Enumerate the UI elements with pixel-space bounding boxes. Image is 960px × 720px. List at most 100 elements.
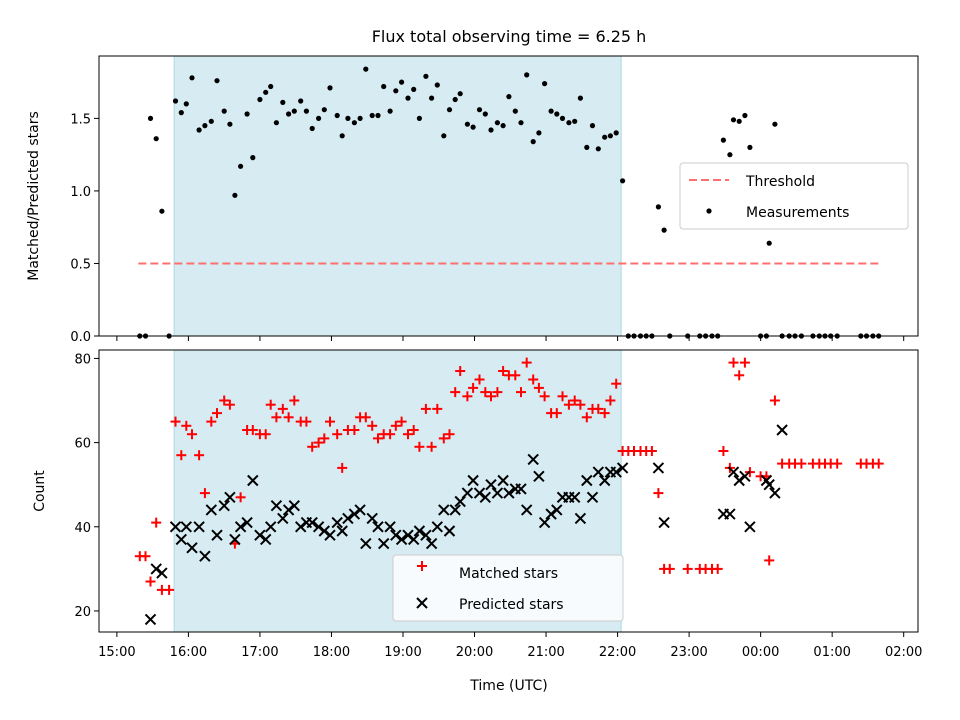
matched-star-point bbox=[480, 387, 491, 398]
predicted-star-point bbox=[763, 478, 775, 491]
matched-star-point bbox=[140, 551, 151, 562]
measurement-point bbox=[559, 115, 566, 121]
measurement-point bbox=[772, 121, 778, 127]
predicted-star-point bbox=[277, 512, 289, 525]
measurement-point bbox=[208, 118, 214, 124]
predicted-star-point bbox=[592, 466, 605, 478]
predicted-star-point bbox=[169, 521, 182, 533]
matched-star-point bbox=[194, 450, 205, 461]
matched-star-point bbox=[682, 563, 693, 574]
matched-star-point bbox=[199, 488, 210, 499]
predicted-star-point bbox=[551, 504, 563, 516]
matched-star-point bbox=[646, 446, 657, 456]
matched-star-point bbox=[664, 563, 675, 574]
legend-matched-swatch bbox=[417, 561, 427, 571]
predicted-star-point bbox=[224, 491, 236, 504]
measurement-point bbox=[441, 133, 447, 139]
matched-star-point bbox=[528, 374, 539, 385]
matched-star-point bbox=[164, 584, 175, 595]
legend-matched-label: Matched stars bbox=[459, 566, 558, 582]
measurement-point bbox=[589, 123, 596, 129]
measurement-point bbox=[196, 127, 202, 133]
predicted-star-point bbox=[270, 499, 283, 512]
measurement-point bbox=[393, 88, 399, 94]
predicted-star-point bbox=[348, 508, 361, 520]
predicted-star-point bbox=[318, 525, 331, 537]
matched-star-point bbox=[145, 576, 156, 587]
predicted-star-point bbox=[354, 504, 366, 516]
matched-star-point bbox=[450, 387, 461, 398]
matched-star-point bbox=[557, 391, 568, 402]
measurement-point bbox=[363, 66, 369, 72]
measurement-point bbox=[476, 107, 483, 113]
measurement-point bbox=[577, 95, 584, 101]
ratio-y-axis-label: Matched/Predicted stars bbox=[26, 111, 42, 281]
predicted-star-point bbox=[254, 529, 266, 541]
matched-star-point bbox=[176, 450, 187, 461]
measurement-point bbox=[339, 133, 345, 139]
predicted-star-point bbox=[175, 533, 188, 546]
predicted-star-point bbox=[211, 529, 223, 541]
predicted-star-point bbox=[144, 613, 157, 626]
predicted-star-point bbox=[485, 478, 497, 491]
ratio-x-ticks bbox=[116, 336, 905, 341]
predicted-stars-points bbox=[144, 424, 788, 626]
legend-predicted-swatch bbox=[416, 597, 428, 609]
measurement-point bbox=[518, 120, 524, 126]
ratio-y-tick-label: 0.5 bbox=[70, 257, 91, 272]
count-y-axis: 20 40 60 80 bbox=[74, 352, 99, 620]
predicted-star-point bbox=[229, 533, 241, 546]
measurement-point bbox=[429, 95, 435, 101]
measurement-point bbox=[369, 112, 375, 119]
measurement-point bbox=[257, 96, 263, 103]
time-x-tick-label: 01:00 bbox=[813, 645, 850, 660]
matched-star-point bbox=[235, 492, 246, 503]
ratio-panel: 0.0 0.5 1.0 1.5 Matched/Predicted stars Thr… bbox=[26, 55, 919, 345]
matched-star-point bbox=[739, 357, 750, 368]
predicted-star-point bbox=[360, 537, 372, 550]
predicted-star-point bbox=[431, 521, 444, 533]
measurement-point bbox=[268, 83, 274, 90]
matched-star-point bbox=[563, 399, 574, 410]
matched-star-point bbox=[539, 391, 550, 402]
measurement-point bbox=[613, 130, 619, 136]
matched-star-point bbox=[212, 408, 222, 419]
predicted-star-point bbox=[652, 462, 665, 474]
time-x-tick-label: 02:00 bbox=[885, 645, 922, 660]
predicted-star-point bbox=[259, 533, 272, 546]
ratio-y-axis: 0.0 0.5 1.0 1.5 bbox=[70, 112, 99, 345]
measurement-point bbox=[607, 133, 614, 139]
measurement-point bbox=[542, 81, 548, 87]
matched-star-point bbox=[521, 357, 532, 368]
predicted-star-point bbox=[218, 499, 230, 512]
measurement-point bbox=[488, 127, 494, 133]
time-x-axis-label: Time (UTC) bbox=[469, 678, 547, 694]
predicted-star-point bbox=[390, 529, 402, 541]
measurement-point bbox=[530, 139, 536, 145]
measurement-point bbox=[244, 111, 250, 117]
predicted-star-point bbox=[324, 529, 336, 541]
matched-star-point bbox=[611, 378, 622, 389]
predicted-star-point bbox=[527, 453, 539, 466]
measurement-point bbox=[661, 227, 667, 233]
measurement-point bbox=[446, 107, 453, 113]
measurement-point bbox=[416, 115, 422, 121]
matched-star-point bbox=[396, 416, 407, 427]
predicted-star-point bbox=[407, 533, 420, 546]
measurement-point bbox=[399, 79, 405, 85]
measurement-point bbox=[153, 136, 159, 142]
matched-star-point bbox=[873, 458, 884, 469]
time-x-tick-label: 19:00 bbox=[384, 645, 421, 660]
matched-star-point bbox=[283, 412, 294, 423]
matched-star-point bbox=[385, 429, 396, 440]
predicted-star-point bbox=[568, 491, 581, 504]
measurement-point bbox=[232, 192, 238, 198]
matched-star-point bbox=[367, 420, 378, 431]
predicted-star-point bbox=[306, 516, 318, 529]
matched-star-point bbox=[796, 458, 807, 469]
matched-star-point bbox=[408, 425, 419, 435]
legend-measurement-swatch bbox=[706, 208, 712, 214]
measurement-point bbox=[345, 115, 351, 121]
measurement-point bbox=[263, 89, 269, 95]
count-y-tick-label: 80 bbox=[74, 352, 91, 367]
